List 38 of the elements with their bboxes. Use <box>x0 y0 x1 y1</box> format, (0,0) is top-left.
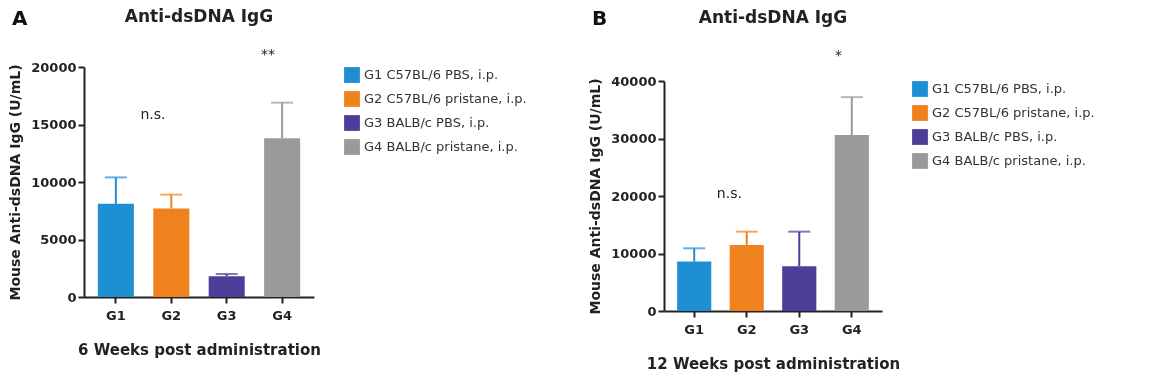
x-tick-label: G3 <box>789 321 810 337</box>
legend-label: G4 BALB/c pristane, i.p. <box>364 139 518 154</box>
legend-label: G2 C57BL/6 pristane, i.p. <box>364 91 527 106</box>
y-tick-label: 30000 <box>611 131 657 146</box>
x-tick-label: G2 <box>736 321 757 337</box>
y-axis-title: Mouse Anti-dsDNA IgG (U/mL) <box>7 64 24 301</box>
legend-label: G1 C57BL/6 PBS, i.p. <box>364 67 499 82</box>
x-tick-label: G3 <box>216 307 237 323</box>
y-axis-title: Mouse Anti-dsDNA IgG (U/mL) <box>587 78 604 315</box>
x-axis-title: 6 Weeks post administration <box>78 340 321 359</box>
x-tick-label: G4 <box>272 307 292 323</box>
legend-label: G1 C57BL/6 PBS, i.p. <box>932 81 1067 96</box>
y-tick-label: 40000 <box>611 73 657 89</box>
chart-title: Anti-dsDNA IgG <box>124 6 274 27</box>
x-tick-label: G1 <box>106 307 126 323</box>
y-tick-label: 10000 <box>611 246 657 261</box>
y-tick-label: 0 <box>67 289 77 305</box>
text: ** <box>261 46 275 63</box>
x-tick-label: G2 <box>161 307 182 323</box>
text: A <box>12 6 28 30</box>
text: B <box>592 6 608 30</box>
chart-title: Anti-dsDNA IgG <box>698 6 848 27</box>
y-tick-label: 0 <box>647 303 657 319</box>
legend-label: G2 C57BL/6 pristane, i.p. <box>932 105 1095 120</box>
y-tick-label: 20000 <box>31 59 77 75</box>
legend-label: G3 BALB/c PBS, i.p. <box>364 115 490 130</box>
y-tick-label: 20000 <box>611 188 657 204</box>
y-tick-label: 5000 <box>40 232 77 247</box>
legend-label: G4 BALB/c pristane, i.p. <box>932 153 1086 168</box>
y-tick-label: 15000 <box>31 117 77 132</box>
text: * <box>834 46 842 63</box>
annotation: n.s. <box>140 106 166 123</box>
y-tick-label: 10000 <box>31 174 77 190</box>
legend-label: G3 BALB/c PBS, i.p. <box>932 129 1058 144</box>
annotation: n.s. <box>716 184 742 201</box>
x-axis-title: 12 Weeks post administration <box>646 354 901 373</box>
x-tick-label: G1 <box>684 321 705 337</box>
x-tick-label: G4 <box>841 321 862 337</box>
